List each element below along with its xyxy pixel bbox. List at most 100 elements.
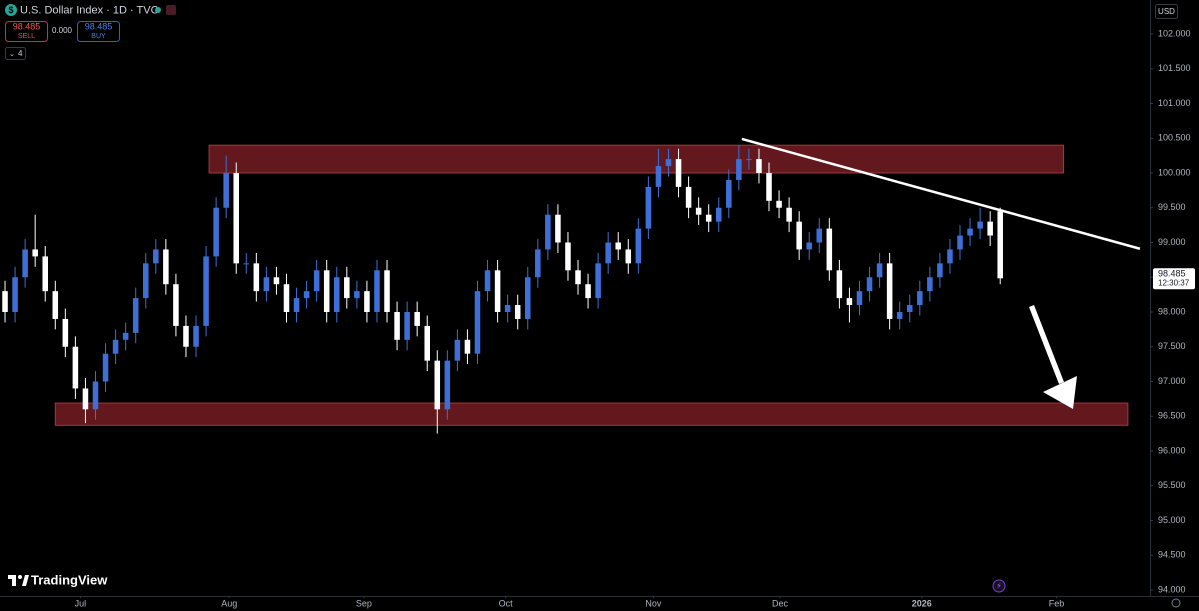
- candle-body: [283, 284, 290, 313]
- y-tick-label: 101.500: [1158, 63, 1191, 73]
- candle-body: [856, 291, 863, 306]
- x-tick-label: Feb: [1049, 598, 1065, 608]
- candle-body: [173, 284, 179, 326]
- candle-body: [605, 242, 611, 264]
- candle-body: [122, 332, 129, 340]
- candle-body: [595, 263, 601, 299]
- candle-body: [183, 325, 189, 347]
- candle-body: [977, 221, 983, 229]
- candle-body: [263, 277, 270, 292]
- y-tick-label: 96.500: [1158, 411, 1186, 421]
- candle-body: [82, 388, 89, 410]
- x-tick-label: Oct: [499, 598, 514, 608]
- flag-icon[interactable]: [166, 5, 176, 15]
- candle-body: [504, 305, 511, 313]
- candle-body: [12, 277, 18, 313]
- candle-body: [524, 277, 531, 319]
- candle-body: [886, 263, 893, 319]
- candle-body: [876, 263, 883, 278]
- candle-body: [253, 263, 260, 292]
- settings-icon[interactable]: [1171, 598, 1181, 608]
- symbol-title[interactable]: U.S. Dollar Index · 1D · TVC: [20, 4, 159, 16]
- alert-icon[interactable]: [992, 579, 1006, 593]
- candle-body: [102, 353, 109, 382]
- candle-body: [816, 228, 823, 243]
- candle-body: [635, 228, 642, 264]
- buy-button[interactable]: [77, 21, 120, 42]
- candle-body: [967, 228, 973, 236]
- candle-body: [746, 159, 752, 161]
- candle-body: [987, 221, 993, 236]
- y-tick-label: 94.500: [1158, 550, 1186, 560]
- sell-price: 98.485: [13, 21, 41, 31]
- market-status[interactable]: [155, 7, 161, 13]
- candle-body: [957, 235, 963, 250]
- candle-body: [625, 249, 632, 264]
- y-tick-label: 98.000: [1158, 306, 1186, 316]
- buy-label: BUY: [91, 33, 106, 40]
- candle-body: [715, 207, 722, 222]
- candle-body: [293, 298, 300, 313]
- x-tick-label: Nov: [645, 598, 662, 608]
- candle-body: [313, 270, 320, 292]
- candle-body: [344, 277, 350, 299]
- tradingview-logo: [8, 575, 29, 586]
- candle-body: [132, 298, 139, 333]
- alert-glyph: ⚡: [996, 582, 1002, 591]
- buy-price: 98.485: [85, 21, 113, 31]
- candle-body: [766, 172, 772, 201]
- candle-body: [484, 270, 491, 292]
- candle-body: [695, 207, 702, 215]
- candle-body: [736, 159, 742, 180]
- candle-body: [414, 312, 420, 326]
- candle-body: [615, 242, 621, 250]
- candle-body: [42, 256, 49, 292]
- currency: USD: [1158, 7, 1175, 16]
- candle-body: [323, 270, 330, 313]
- candle-body: [917, 291, 923, 306]
- candle-body: [535, 249, 541, 278]
- y-tick-label: 100.000: [1158, 167, 1191, 177]
- candle-body: [575, 270, 581, 285]
- candle-body: [655, 166, 662, 187]
- candle-body: [354, 291, 360, 299]
- candle-body: [705, 214, 712, 222]
- indicators-toggle[interactable]: [5, 47, 26, 60]
- candle-body: [273, 277, 280, 285]
- candle-body: [555, 214, 561, 243]
- candle-body: [364, 291, 370, 313]
- candle-body: [243, 263, 250, 265]
- zone: [54, 402, 1129, 426]
- x-tick-label: Aug: [221, 598, 237, 608]
- candle-body: [142, 263, 149, 299]
- candle-body: [806, 242, 812, 250]
- candle-body: [776, 200, 782, 208]
- candle-body: [675, 159, 682, 187]
- indicators-chevron: ⌄: [9, 51, 15, 58]
- candle-body: [565, 242, 571, 271]
- y-tick-label: 95.500: [1158, 480, 1186, 490]
- symbol-icon[interactable]: [5, 4, 17, 16]
- candle-body: [2, 291, 8, 313]
- x-tick-label: 2026: [912, 598, 932, 608]
- candle-body: [927, 277, 933, 292]
- y-tick-label: 94.000: [1158, 584, 1186, 594]
- candle-body: [645, 186, 652, 229]
- candle-body: [836, 270, 843, 299]
- sell-button[interactable]: [5, 21, 48, 42]
- currency-button[interactable]: [1155, 4, 1178, 19]
- trendline: [741, 137, 1141, 250]
- candle-body: [384, 270, 390, 313]
- y-tick-label: 100.500: [1158, 133, 1191, 143]
- candle-body: [52, 291, 59, 319]
- candle-body: [685, 186, 692, 208]
- candle-body: [434, 360, 441, 410]
- y-tick-label: 102.000: [1158, 28, 1191, 38]
- candle-body: [454, 339, 461, 361]
- countdown: 12:30:37: [1158, 278, 1190, 287]
- candle-body: [233, 172, 239, 264]
- candle-body: [665, 159, 672, 167]
- y-tick-label: 95.000: [1158, 515, 1186, 525]
- candle-body: [896, 312, 903, 319]
